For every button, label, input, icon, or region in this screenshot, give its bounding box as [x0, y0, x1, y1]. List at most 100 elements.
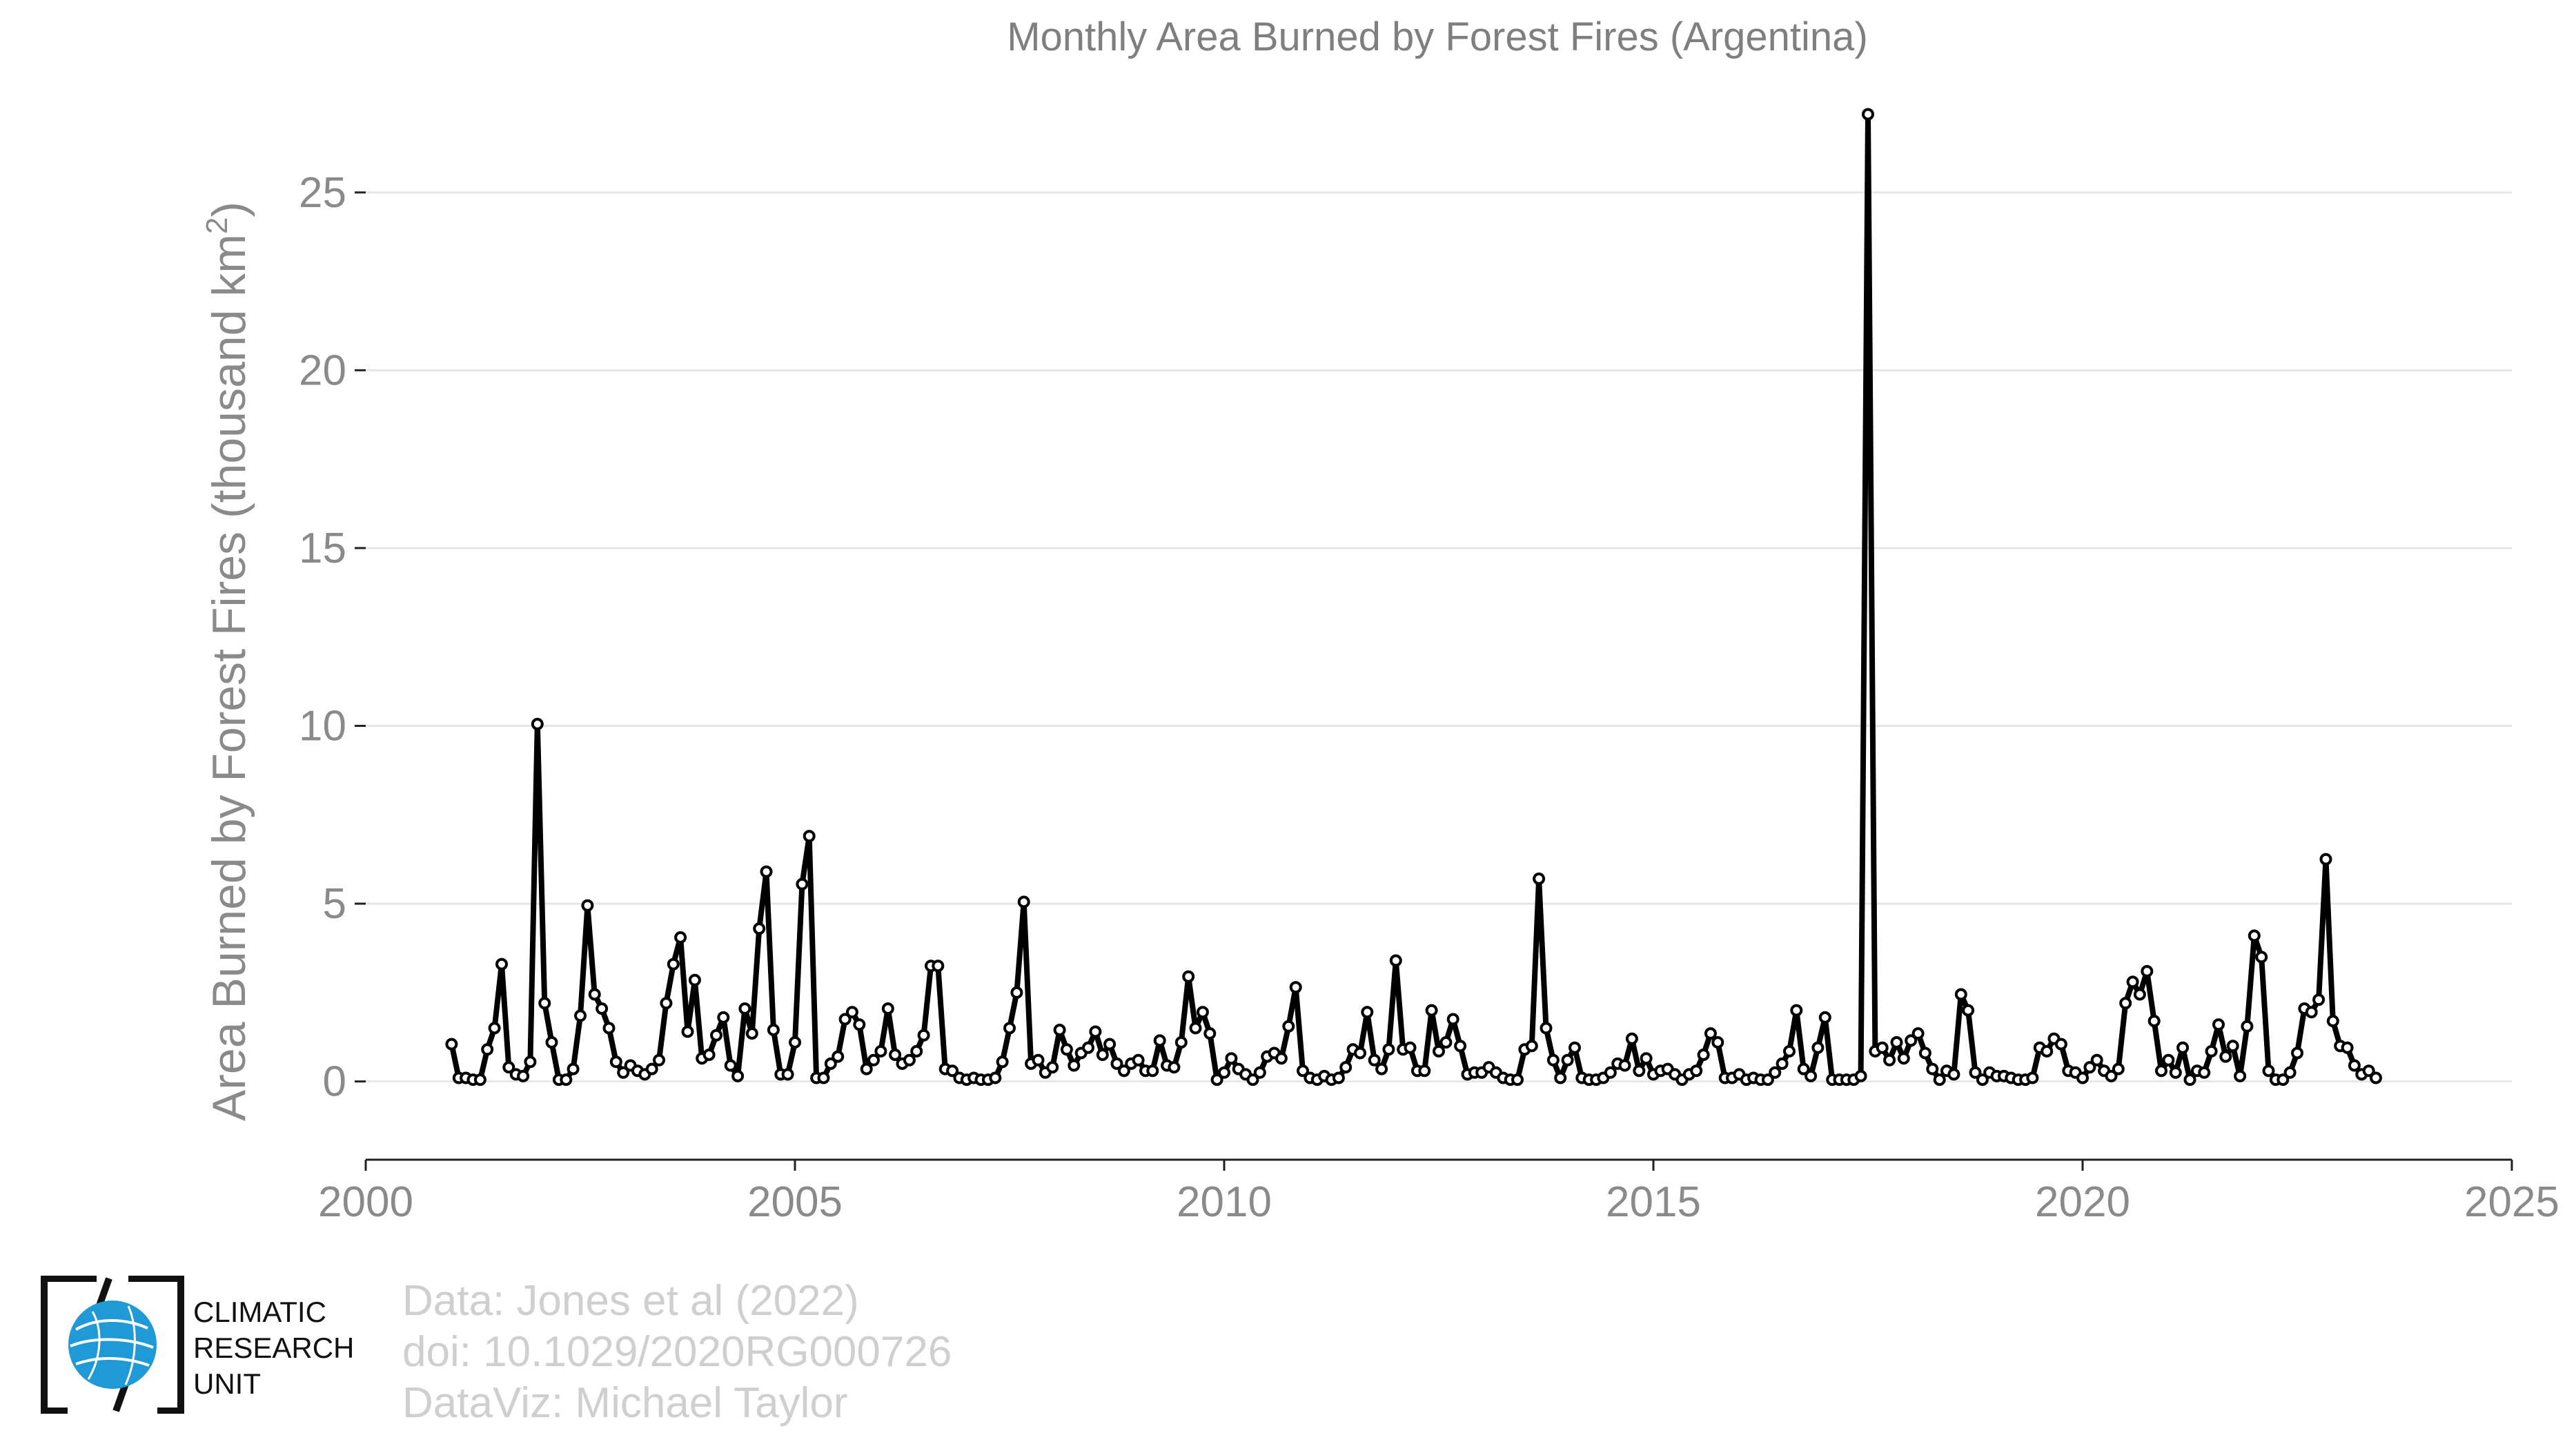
- data-point: [860, 1062, 873, 1075]
- cru-logo-line-1: CLIMATIC: [193, 1296, 326, 1328]
- data-point: [1246, 1073, 1259, 1087]
- data-point: [1818, 1011, 1831, 1024]
- data-point: [903, 1053, 916, 1067]
- data-point: [674, 931, 687, 944]
- y-tick-label-10: 10: [299, 703, 346, 750]
- data-point: [1189, 1022, 1202, 1035]
- y-axis-label-close: ): [203, 202, 255, 217]
- data-point: [1060, 1043, 1073, 1056]
- data-point: [567, 1062, 580, 1075]
- data-point: [1540, 1022, 1553, 1035]
- data-point: [481, 1043, 494, 1056]
- data-point: [1454, 1040, 1467, 1053]
- data-point: [1203, 1027, 1217, 1040]
- data-point: [2262, 1064, 2275, 1078]
- data-point: [1969, 1066, 1982, 1079]
- data-point: [2212, 1018, 2225, 1031]
- data-point: [789, 1036, 801, 1049]
- data-point: [932, 960, 945, 973]
- data-point: [745, 1027, 758, 1040]
- data-point: [853, 1018, 866, 1031]
- data-point: [688, 973, 701, 986]
- data-point: [838, 1013, 852, 1026]
- y-axis-label-superscript: 2: [200, 217, 234, 234]
- data-point: [1546, 1053, 1560, 1067]
- data-point: [1068, 1059, 1081, 1072]
- data-point: [803, 830, 816, 843]
- data-point: [717, 1011, 730, 1024]
- data-point: [2362, 1064, 2375, 1078]
- data-point: [2141, 965, 2154, 977]
- data-point: [1361, 1006, 1374, 1019]
- y-axis: 0 5 10 15 20 25: [299, 169, 366, 1106]
- credits-doi: doi: 10.1029/2020RG000726: [402, 1328, 952, 1376]
- data-point: [1854, 1069, 1867, 1082]
- data-point: [609, 1055, 622, 1069]
- data-point: [1761, 1073, 1774, 1087]
- data-point: [1017, 895, 1030, 908]
- data-point: [502, 1061, 515, 1074]
- data-point: [2169, 1066, 2182, 1079]
- data-point: [574, 1009, 587, 1022]
- data-point: [867, 1053, 880, 1067]
- data-point: [1633, 1064, 1646, 1078]
- data-point: [1976, 1073, 1989, 1087]
- data-point: [1425, 1004, 1438, 1017]
- data-point: [753, 922, 766, 935]
- data-point: [1182, 970, 1195, 983]
- data-point: [1196, 1006, 1209, 1019]
- data-point: [1218, 1066, 1230, 1079]
- data-point: [1433, 1044, 1445, 1058]
- data-point: [996, 1055, 1009, 1069]
- x-tick-label-2010: 2010: [1177, 1178, 1272, 1226]
- data-point: [2119, 997, 2132, 1010]
- y-tick-label-5: 5: [323, 880, 346, 928]
- data-point: [596, 1002, 609, 1015]
- data-point: [1911, 1027, 1925, 1040]
- data-point: [1168, 1061, 1181, 1074]
- data-point: [2083, 1061, 2096, 1074]
- data-point: [1711, 1036, 1724, 1049]
- data-point: [1805, 1069, 1818, 1082]
- data-point: [1811, 1041, 1825, 1054]
- data-point: [1096, 1049, 1109, 1061]
- data-point: [2341, 1041, 2354, 1054]
- data-point: [653, 1053, 665, 1067]
- data-point: [1046, 1061, 1059, 1074]
- data-point: [2176, 1041, 2190, 1054]
- data-point: [545, 1036, 558, 1049]
- data-point: [1089, 1025, 1102, 1038]
- gridlines: [366, 191, 2512, 1083]
- data-point: [1132, 1053, 1145, 1067]
- data-point: [1354, 1046, 1366, 1060]
- data-point: [1876, 1041, 1889, 1054]
- data-point: [874, 1044, 887, 1058]
- y-axis-label: Area Burned by Forest Fires (thousand km…: [200, 202, 255, 1121]
- data-point: [1905, 1034, 1918, 1047]
- data-point: [1289, 981, 1302, 994]
- data-point: [1790, 1004, 1803, 1017]
- data-point: [1082, 1041, 1094, 1054]
- data-point: [1954, 988, 1967, 1001]
- data-point: [1704, 1027, 1717, 1040]
- data-point: [946, 1064, 959, 1078]
- data-point: [1918, 1046, 1931, 1060]
- data-point: [617, 1066, 630, 1079]
- data-point: [889, 1049, 902, 1061]
- series-line-0: [449, 111, 2378, 1083]
- data-point: [1883, 1053, 1896, 1067]
- data-point: [1439, 1036, 1453, 1049]
- data-point: [2147, 1015, 2161, 1028]
- data-point: [881, 1002, 894, 1015]
- data-point: [767, 1024, 780, 1036]
- data-point: [2255, 951, 2268, 964]
- data-point: [1332, 1071, 1345, 1084]
- data-point: [1174, 1036, 1188, 1049]
- data-point: [1890, 1036, 1903, 1049]
- data-point: [817, 1071, 830, 1084]
- data-point: [1117, 1064, 1130, 1078]
- credits-data-source: Data: Jones et al (2022): [402, 1277, 859, 1325]
- data-point: [2126, 975, 2139, 989]
- data-point: [845, 1006, 858, 1019]
- data-point: [1933, 1073, 1946, 1087]
